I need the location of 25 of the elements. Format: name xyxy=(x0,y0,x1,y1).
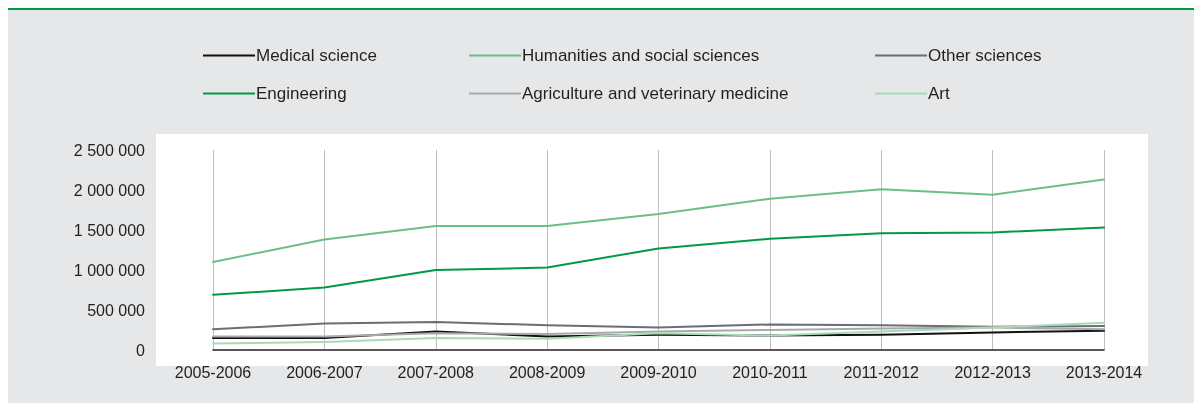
legend-label: Engineering xyxy=(256,84,347,103)
legend-label: Medical science xyxy=(256,46,377,65)
line-series xyxy=(212,226,1105,296)
y-tick-label: 0 xyxy=(136,341,146,359)
x-tick-label: 2006-2007 xyxy=(286,363,363,381)
x-tick-label: 2013-2014 xyxy=(1065,363,1143,381)
y-tick-label: 2 000 000 xyxy=(73,181,146,199)
legend-label: Agriculture and veterinary medicine xyxy=(522,84,789,103)
legend-label: Art xyxy=(928,84,950,103)
legend-label: Other sciences xyxy=(928,46,1042,65)
x-tick-label: 2011-2012 xyxy=(843,363,920,381)
x-tick-label: 2010-2011 xyxy=(732,363,808,381)
x-tick-label: 2012-2013 xyxy=(954,363,1031,381)
y-tick-label: 1 000 000 xyxy=(73,261,146,279)
y-tick-label: 500 000 xyxy=(87,301,146,319)
line-series xyxy=(212,321,1105,331)
legend-label: Humanities and social sciences xyxy=(522,46,760,65)
y-tick-label: 1 500 000 xyxy=(73,221,146,239)
y-tick-label: 2 500 000 xyxy=(73,141,146,159)
x-tick-label: 2005-2006 xyxy=(174,363,252,381)
x-tick-label: 2009-2010 xyxy=(620,363,697,381)
line-series xyxy=(212,178,1105,263)
x-tick-label: 2007-2008 xyxy=(397,363,475,381)
x-tick-label: 2008-2009 xyxy=(508,363,586,381)
line-series xyxy=(212,321,1105,345)
